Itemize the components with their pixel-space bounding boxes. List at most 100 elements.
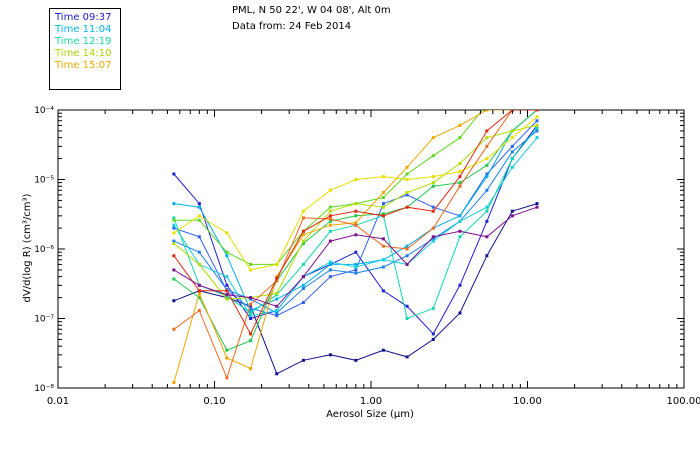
data-point xyxy=(405,244,409,248)
data-point xyxy=(535,126,539,130)
x-tick-label: 10.00 xyxy=(513,396,542,407)
series-s5 xyxy=(172,110,539,313)
data-point xyxy=(458,283,462,287)
data-point xyxy=(405,172,409,176)
data-point xyxy=(172,202,176,206)
data-point xyxy=(301,358,305,362)
y-tick-label: 10⁻⁷ xyxy=(34,315,54,325)
data-point xyxy=(485,110,489,112)
data-point xyxy=(172,172,176,176)
data-point xyxy=(249,304,253,308)
series-line xyxy=(173,116,538,271)
data-point xyxy=(485,136,489,140)
legend-entry-1: Time 09:37 xyxy=(55,12,112,23)
data-point xyxy=(485,219,489,223)
data-point xyxy=(431,209,435,213)
x-tick-label: 0.01 xyxy=(47,396,69,407)
data-point xyxy=(405,178,409,181)
data-point xyxy=(485,163,489,167)
data-point xyxy=(354,268,358,272)
data-point xyxy=(225,348,229,352)
data-point xyxy=(225,289,229,293)
data-point xyxy=(328,239,332,243)
data-point xyxy=(510,150,514,154)
data-point xyxy=(510,165,514,169)
data-point xyxy=(485,175,489,179)
data-point xyxy=(275,291,279,295)
legend-entry-5: Time 15:07 xyxy=(55,60,112,71)
data-point xyxy=(431,181,435,185)
data-point xyxy=(275,309,279,313)
data-point xyxy=(510,136,514,140)
data-point xyxy=(405,247,409,251)
data-point xyxy=(405,355,409,359)
data-point xyxy=(225,275,229,279)
data-point xyxy=(328,205,332,209)
data-point xyxy=(249,302,253,306)
data-point xyxy=(172,226,176,230)
data-point xyxy=(354,262,358,266)
data-point xyxy=(328,188,332,192)
data-point xyxy=(431,154,435,158)
data-point xyxy=(431,237,435,241)
data-point xyxy=(225,293,229,297)
data-point xyxy=(328,275,332,279)
data-point xyxy=(197,262,201,266)
data-point xyxy=(301,241,305,245)
data-point xyxy=(458,161,462,165)
series-line xyxy=(173,110,537,265)
data-point xyxy=(354,223,358,227)
data-point xyxy=(172,241,176,245)
series-line xyxy=(173,110,538,351)
data-point xyxy=(485,103,488,106)
data-point xyxy=(381,258,385,262)
data-point xyxy=(485,205,489,209)
data-point xyxy=(431,205,435,209)
data-point xyxy=(431,337,435,341)
data-point xyxy=(431,235,435,239)
legend-entry-4: Time 14:10 xyxy=(55,48,112,59)
data-point xyxy=(535,136,539,140)
data-point xyxy=(249,311,253,315)
x-axis-label: Aerosol Size (µm) xyxy=(326,409,414,420)
data-point xyxy=(225,254,229,258)
data-point xyxy=(354,271,358,275)
data-point xyxy=(485,254,489,258)
data-point xyxy=(535,119,539,123)
data-point xyxy=(197,218,201,222)
data-point xyxy=(301,233,305,237)
data-point xyxy=(354,221,358,225)
data-point xyxy=(485,209,489,213)
data-point xyxy=(225,231,229,235)
data-point xyxy=(328,214,332,218)
data-point xyxy=(172,239,176,243)
data-point xyxy=(485,235,489,239)
data-point xyxy=(381,191,385,195)
data-point xyxy=(431,184,435,188)
data-point xyxy=(458,184,462,188)
data-point xyxy=(197,296,201,300)
series-s9 xyxy=(172,103,539,266)
data-point xyxy=(275,314,279,318)
data-point xyxy=(381,202,385,206)
data-point xyxy=(249,317,253,320)
data-point xyxy=(249,297,253,301)
data-point xyxy=(328,219,332,223)
series-s14 xyxy=(172,110,539,336)
data-point xyxy=(381,196,385,200)
data-point xyxy=(249,339,253,343)
data-point xyxy=(354,265,358,269)
data-point xyxy=(485,188,489,192)
data-point xyxy=(381,289,385,293)
series-line xyxy=(173,110,537,380)
data-point xyxy=(172,254,176,258)
data-point xyxy=(172,231,176,235)
data-point xyxy=(510,144,514,148)
data-point xyxy=(485,129,489,133)
data-point xyxy=(301,283,305,287)
data-point xyxy=(381,205,385,209)
chart-title: PML, N 50 22', W 04 08', Alt 0m xyxy=(232,5,391,16)
data-point xyxy=(328,217,332,221)
data-point xyxy=(535,205,539,209)
